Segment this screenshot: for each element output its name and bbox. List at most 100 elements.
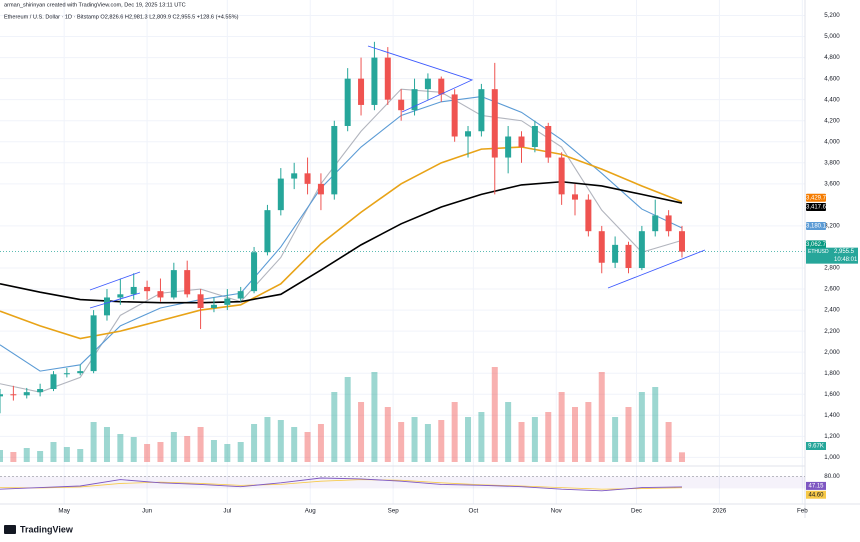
volume-bar bbox=[545, 412, 552, 462]
volume-bar bbox=[678, 452, 685, 462]
volume-bar bbox=[612, 417, 619, 462]
candle-body bbox=[264, 210, 271, 253]
flag-trendline bbox=[89, 271, 141, 291]
candle-body bbox=[304, 173, 311, 184]
brand: TradingView bbox=[20, 524, 74, 534]
volume-bar bbox=[224, 444, 231, 462]
candle-body bbox=[518, 136, 525, 148]
y-tick-label: 1,200 bbox=[824, 433, 840, 440]
candle-body bbox=[465, 131, 472, 137]
axis-layer: 1,000 1,200 1,400 1,600 1,800 2,000 2,200 2,400… bbox=[58, 12, 858, 514]
volume-bar bbox=[505, 402, 512, 462]
x-tick-label: Nov bbox=[551, 508, 563, 515]
attribution: arman_shirinyan created with TradingView… bbox=[4, 2, 186, 8]
volume-bar bbox=[465, 417, 472, 462]
candle-body bbox=[63, 373, 70, 375]
y-tick-label: 2,000 bbox=[824, 349, 840, 356]
x-tick-label: Oct bbox=[469, 508, 479, 515]
candle-body bbox=[317, 183, 324, 195]
volume-bar bbox=[331, 392, 338, 462]
candle-body bbox=[277, 178, 284, 211]
volume-bar bbox=[384, 407, 391, 462]
candle-body bbox=[331, 125, 338, 195]
candle-body bbox=[598, 231, 605, 263]
ma-tag-bg bbox=[806, 240, 826, 249]
volume-bar bbox=[277, 420, 284, 462]
rsi-tag: 47.15 bbox=[808, 483, 824, 489]
candle-body bbox=[572, 194, 578, 200]
volume-bar bbox=[531, 417, 538, 462]
trendlines bbox=[89, 45, 706, 309]
rsi-ma-line bbox=[0, 479, 682, 490]
x-tick-label: Sep bbox=[388, 508, 400, 515]
candle-body bbox=[103, 297, 110, 316]
x-tick-label: Feb bbox=[797, 508, 808, 515]
candle-body bbox=[157, 291, 164, 298]
ma-tag: 3,062.7 bbox=[806, 242, 827, 248]
x-tick-label: Jun bbox=[142, 508, 153, 515]
candle-body bbox=[237, 291, 244, 299]
x-tick-label: May bbox=[58, 508, 71, 515]
candle-body bbox=[612, 244, 619, 263]
ma-tag-bg bbox=[806, 222, 826, 231]
y-tick-label: 2,600 bbox=[824, 286, 840, 293]
candle-body bbox=[398, 99, 405, 111]
candle-body bbox=[184, 270, 191, 295]
volume-bar bbox=[197, 427, 204, 462]
candle-body bbox=[210, 304, 217, 308]
y-tick-label: 3,200 bbox=[824, 223, 840, 230]
volume-bar bbox=[424, 424, 431, 462]
ma-tag: 3,429.7 bbox=[806, 195, 827, 201]
candle-body bbox=[170, 270, 177, 298]
countdown: 10:48:01 bbox=[834, 257, 858, 263]
volume-bar bbox=[117, 434, 124, 462]
y-tick-label: 3,600 bbox=[824, 180, 840, 187]
rsi-ma-tag-bg bbox=[806, 490, 826, 499]
volume-bar bbox=[251, 424, 258, 462]
rsi-tag-bg bbox=[806, 481, 826, 490]
x-tick-label: Dec bbox=[631, 508, 642, 515]
volume-bar bbox=[37, 451, 44, 462]
candle-body bbox=[531, 125, 538, 148]
y-tick-label: 5,200 bbox=[824, 12, 840, 19]
ma-tag: 3,417.6 bbox=[806, 205, 827, 211]
volume-bar bbox=[398, 422, 405, 462]
candle-body bbox=[491, 89, 498, 158]
candle-body bbox=[23, 392, 30, 396]
volume-bar bbox=[451, 402, 458, 462]
candle-body bbox=[545, 125, 552, 158]
y-tick-label: 5,000 bbox=[824, 33, 840, 40]
candle-body bbox=[90, 315, 97, 372]
y-tick-label: 1,600 bbox=[824, 391, 840, 398]
volume-bar bbox=[665, 422, 672, 462]
rsi-ma-tag: 44.60 bbox=[808, 492, 824, 498]
volume-bar bbox=[237, 442, 244, 462]
volume-bar bbox=[625, 407, 632, 462]
candle-body bbox=[638, 231, 645, 269]
moving-average bbox=[0, 146, 683, 340]
volume-bar bbox=[344, 377, 351, 462]
candle-body bbox=[371, 57, 378, 105]
volume-bar bbox=[558, 392, 565, 462]
candle-body bbox=[50, 374, 57, 389]
volume-bar bbox=[23, 448, 30, 462]
candle-body bbox=[625, 244, 632, 269]
volume-bar bbox=[264, 417, 271, 462]
candle-body bbox=[478, 89, 485, 132]
ma-tag-bg bbox=[806, 193, 826, 202]
candle-body bbox=[224, 298, 231, 305]
candle-body bbox=[344, 78, 351, 126]
volume-bar bbox=[63, 447, 70, 462]
volume-bar bbox=[438, 420, 445, 462]
rsi-pane bbox=[0, 476, 805, 492]
volume-bar bbox=[652, 387, 659, 462]
candle-body bbox=[144, 286, 151, 292]
volume-bar bbox=[50, 442, 57, 462]
candle-body bbox=[130, 286, 137, 295]
y-tick-label: 1,400 bbox=[824, 412, 840, 419]
y-tick-label: 3,800 bbox=[824, 159, 840, 166]
ma-tag-bg bbox=[806, 203, 826, 212]
volume-bar bbox=[478, 412, 485, 462]
